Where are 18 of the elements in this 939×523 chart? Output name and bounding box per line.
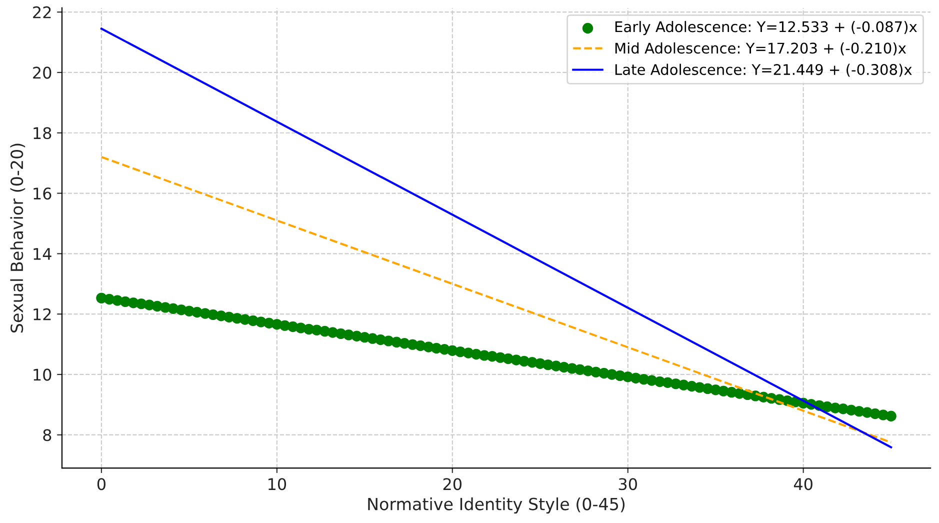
legend-label: Early Adolescence: Y=12.533 + (-0.087)x (615, 20, 917, 36)
legend-label: Late Adolescence: Y=21.449 + (-0.308)x (615, 64, 912, 77)
y-tick-label: 16 (34, 187, 52, 200)
x-tick-label: 10 (268, 478, 286, 490)
y-tick-label: 12 (34, 308, 51, 320)
x-tick-label: 0 (97, 478, 106, 490)
y-tick-label: 14 (34, 248, 52, 260)
legend-label: Mid Adolescence: Y=17.203 + (-0.210)x (615, 42, 906, 56)
x-tick-label: 40 (794, 478, 812, 490)
y-tick-label: 22 (33, 6, 51, 18)
x-tick-label: 30 (618, 478, 637, 490)
y-tick-label: 18 (34, 127, 52, 140)
y-axis-title: Sexual Behavior (0-20) (10, 144, 26, 332)
y-tick-label: 10 (34, 368, 52, 381)
x-tick-label: 20 (443, 478, 462, 490)
y-tick-label: 8 (43, 429, 52, 442)
y-tick-label: 20 (33, 66, 52, 79)
x-axis-title: Normative Identity Style (0-45) (368, 497, 625, 514)
